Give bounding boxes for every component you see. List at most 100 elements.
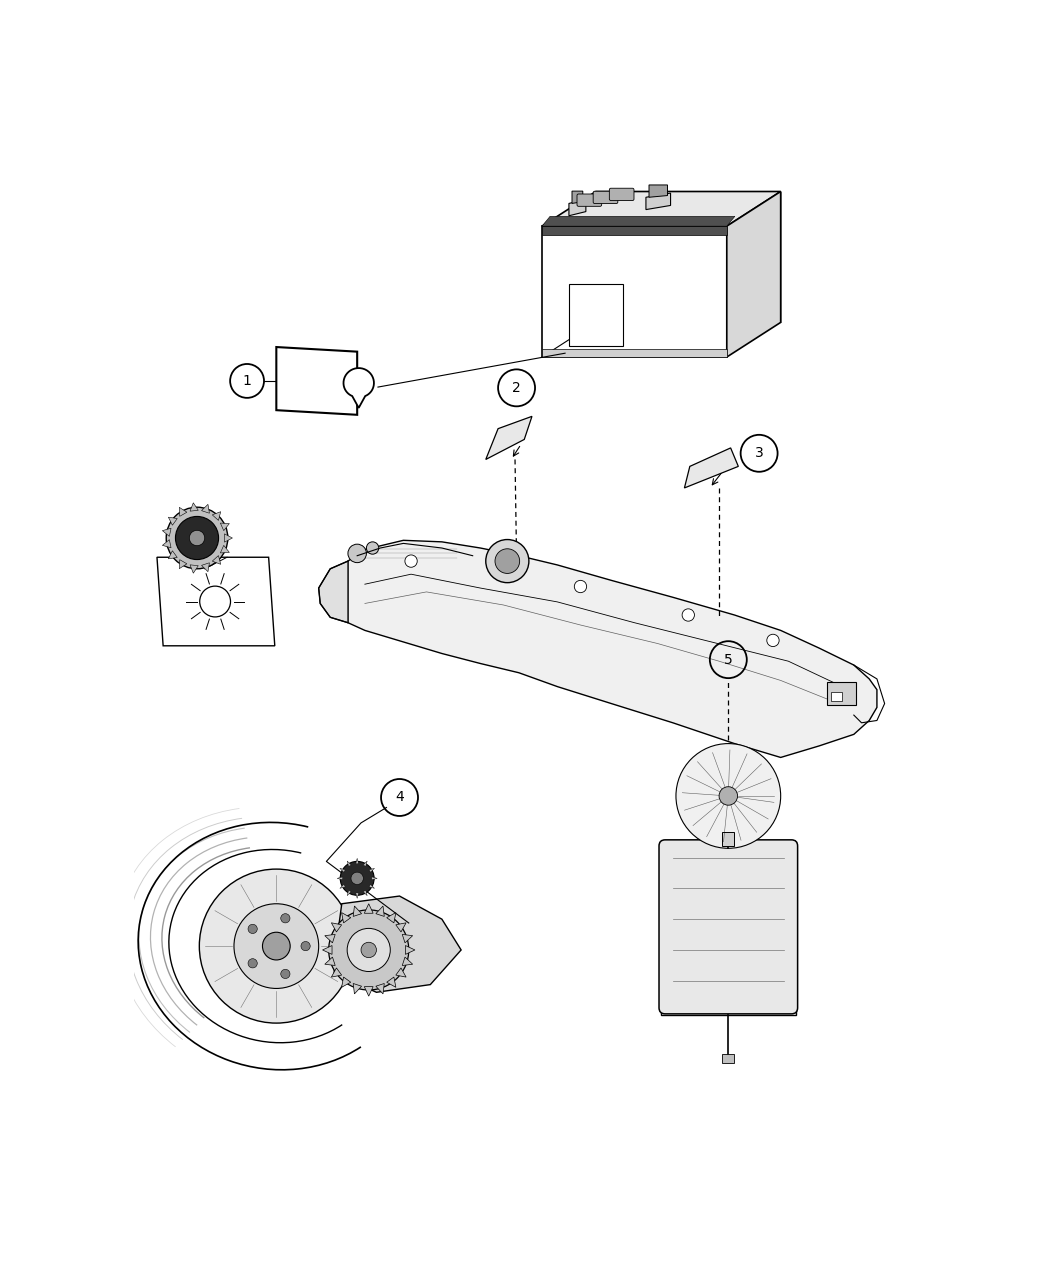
Polygon shape — [180, 507, 187, 516]
Polygon shape — [276, 347, 357, 414]
Polygon shape — [369, 885, 375, 889]
Polygon shape — [727, 191, 780, 357]
Polygon shape — [343, 368, 374, 408]
Polygon shape — [202, 505, 209, 514]
Polygon shape — [372, 877, 377, 880]
Polygon shape — [163, 528, 171, 537]
Polygon shape — [396, 968, 406, 977]
Polygon shape — [332, 923, 341, 932]
Polygon shape — [212, 556, 220, 565]
Polygon shape — [402, 935, 413, 942]
Polygon shape — [646, 193, 671, 209]
Circle shape — [280, 969, 290, 978]
FancyBboxPatch shape — [659, 840, 798, 1014]
Polygon shape — [353, 983, 361, 994]
Polygon shape — [180, 560, 187, 569]
Polygon shape — [542, 217, 735, 226]
Polygon shape — [376, 983, 384, 994]
Polygon shape — [168, 551, 177, 558]
Circle shape — [166, 507, 228, 569]
Bar — [722, 833, 735, 847]
Circle shape — [348, 928, 391, 972]
Text: 3: 3 — [755, 446, 763, 460]
Polygon shape — [356, 858, 359, 863]
Polygon shape — [542, 226, 727, 357]
Polygon shape — [348, 541, 877, 757]
Circle shape — [248, 959, 257, 968]
Circle shape — [200, 586, 231, 617]
Polygon shape — [353, 907, 361, 917]
Polygon shape — [542, 226, 727, 236]
Polygon shape — [348, 861, 351, 867]
Circle shape — [351, 872, 363, 885]
Text: 5: 5 — [723, 653, 733, 667]
Polygon shape — [324, 935, 335, 942]
Polygon shape — [220, 523, 229, 530]
Polygon shape — [363, 861, 367, 867]
Polygon shape — [364, 904, 373, 913]
Circle shape — [495, 548, 520, 574]
Polygon shape — [340, 885, 345, 889]
Polygon shape — [212, 511, 220, 520]
Polygon shape — [649, 185, 668, 198]
Circle shape — [574, 580, 587, 593]
Polygon shape — [348, 890, 351, 895]
FancyBboxPatch shape — [593, 191, 617, 204]
Polygon shape — [190, 565, 198, 574]
Circle shape — [361, 942, 376, 958]
Circle shape — [329, 910, 408, 989]
Circle shape — [486, 539, 529, 583]
Polygon shape — [318, 561, 348, 622]
Polygon shape — [402, 958, 413, 965]
Circle shape — [262, 932, 290, 960]
Circle shape — [682, 609, 694, 621]
FancyBboxPatch shape — [578, 194, 602, 207]
Bar — [542, 349, 727, 357]
Bar — [831, 692, 841, 701]
FancyBboxPatch shape — [609, 189, 634, 200]
Polygon shape — [376, 907, 384, 917]
Polygon shape — [168, 518, 177, 525]
Circle shape — [676, 743, 780, 848]
Circle shape — [301, 941, 310, 951]
Circle shape — [234, 904, 319, 988]
Polygon shape — [396, 923, 406, 932]
Circle shape — [405, 555, 417, 567]
Polygon shape — [569, 199, 586, 215]
Circle shape — [340, 862, 374, 895]
Polygon shape — [386, 913, 396, 923]
Polygon shape — [324, 958, 335, 965]
Polygon shape — [369, 868, 375, 872]
Polygon shape — [190, 502, 198, 511]
Text: 2: 2 — [512, 381, 521, 395]
Polygon shape — [542, 191, 780, 226]
Polygon shape — [202, 562, 209, 571]
Polygon shape — [386, 977, 396, 987]
Text: 4: 4 — [395, 790, 404, 805]
Polygon shape — [332, 968, 341, 977]
Polygon shape — [363, 890, 367, 895]
Bar — [722, 1054, 735, 1063]
Circle shape — [280, 914, 290, 923]
Polygon shape — [322, 946, 332, 955]
Circle shape — [719, 787, 737, 806]
Circle shape — [366, 542, 379, 555]
Polygon shape — [341, 977, 351, 987]
Polygon shape — [220, 546, 229, 553]
Circle shape — [348, 544, 366, 562]
Circle shape — [175, 516, 218, 560]
Bar — [569, 284, 623, 346]
Polygon shape — [572, 191, 583, 204]
Circle shape — [189, 530, 205, 546]
Polygon shape — [163, 539, 171, 548]
Bar — [827, 682, 856, 705]
Polygon shape — [341, 913, 351, 923]
Polygon shape — [685, 448, 738, 488]
Polygon shape — [225, 534, 232, 542]
Polygon shape — [356, 892, 359, 899]
Polygon shape — [334, 896, 461, 992]
Circle shape — [248, 924, 257, 933]
Polygon shape — [158, 557, 275, 646]
Polygon shape — [364, 987, 373, 996]
Polygon shape — [486, 417, 532, 459]
